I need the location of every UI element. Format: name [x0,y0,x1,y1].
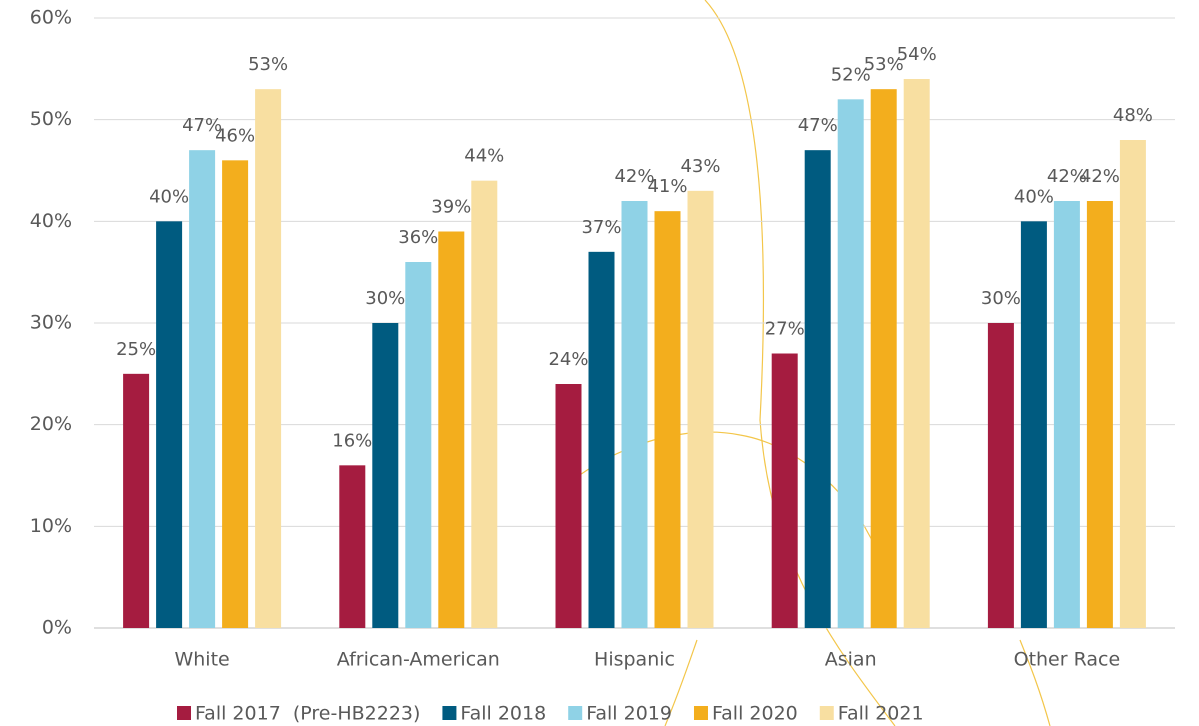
x-tick-label: Other Race [1014,649,1121,671]
legend-swatch [568,706,583,720]
data-label: 30% [981,288,1021,309]
bar [339,465,366,628]
data-label: 37% [581,217,621,238]
data-label: 25% [116,339,156,360]
decor-arc [1019,639,1051,726]
data-label: 43% [680,156,720,177]
legend-swatch [819,706,834,720]
data-label: 47% [182,115,222,136]
data-label: 39% [431,197,471,218]
bar [687,190,714,629]
data-label: 16% [332,430,372,451]
legend-label: Fall 2020 [712,703,798,725]
data-label: 53% [248,54,288,75]
bar [771,353,798,628]
y-tick-label: 40% [30,210,72,232]
data-label: 52% [831,64,871,85]
y-tick-label: 10% [30,515,72,537]
bar [1119,140,1146,628]
data-label: 30% [365,288,405,309]
legend-label: Fall 2018 [460,703,546,725]
data-label: 46% [215,125,255,146]
bar [1053,201,1080,628]
y-tick-label: 0% [42,617,72,639]
bar [621,201,648,628]
legend-swatch [177,706,191,720]
decor-arc [704,0,896,726]
legend-label: Fall 2019 [586,703,672,725]
bar [189,150,216,628]
data-label: 44% [464,146,504,167]
data-label: 24% [548,349,588,370]
bar [837,99,864,629]
legend-swatch [693,706,708,720]
bar [405,262,432,628]
bar [123,373,150,628]
data-label: 27% [765,319,805,340]
bar [255,89,282,628]
bar [903,79,930,628]
bar [438,231,465,628]
bar [471,180,498,628]
x-tick-label: African-American [337,649,500,671]
data-label: 47% [798,115,838,136]
data-label: 53% [864,54,904,75]
data-label: 42% [1080,166,1120,187]
data-label: 40% [149,186,189,207]
bar [1086,201,1113,628]
x-tick-label: Hispanic [594,649,675,671]
bar [156,221,183,629]
bar [804,150,831,628]
bar [222,160,249,629]
x-tick-label: White [174,649,229,671]
bar [987,323,1014,628]
y-tick-label: 20% [30,413,72,435]
bar [372,323,399,628]
x-tick-label: Asian [825,649,877,671]
legend-label: Fall 2017 (Pre-HB2223) [195,703,420,725]
legend-label: Fall 2021 [838,703,924,725]
data-label: 42% [614,166,654,187]
bar [870,89,897,628]
data-label: 36% [398,227,438,248]
data-label: 40% [1014,186,1054,207]
y-tick-label: 50% [30,108,72,130]
data-label: 42% [1047,166,1087,187]
data-label: 54% [897,44,937,65]
data-label: 48% [1113,105,1153,126]
bar [654,211,681,628]
data-label: 41% [647,176,687,197]
bar [1020,221,1047,629]
y-tick-label: 30% [30,312,72,334]
bar [588,251,615,629]
y-tick-label: 60% [30,7,72,29]
legend-swatch [442,706,457,720]
decor-arc [664,639,698,726]
bar [555,384,582,628]
